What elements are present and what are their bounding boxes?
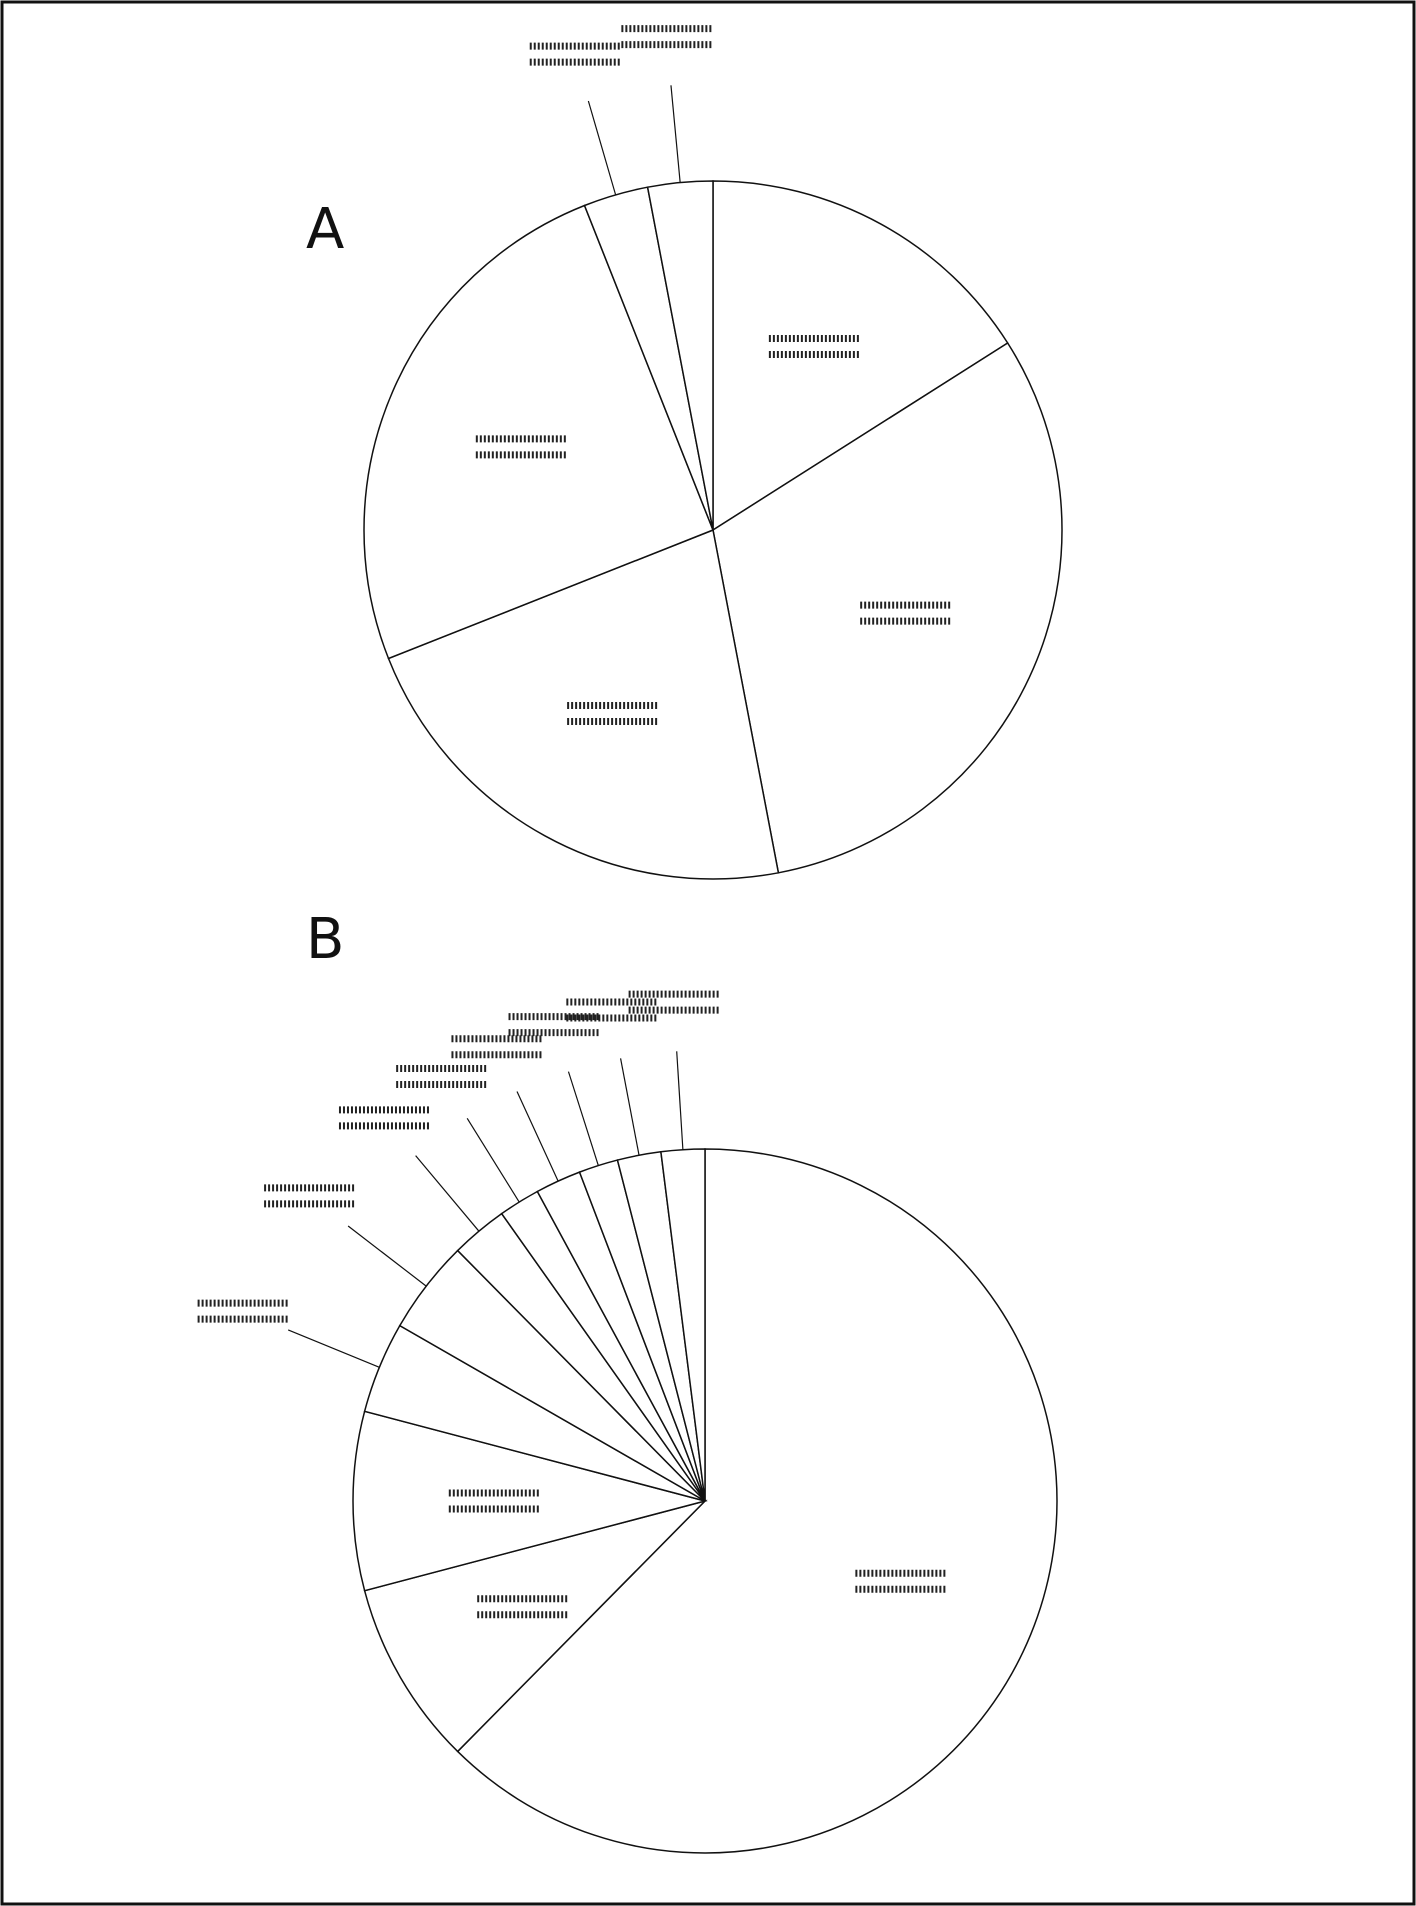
leader-line <box>676 1051 684 1150</box>
pie-slice <box>660 1148 706 1502</box>
leader-line <box>287 1329 380 1368</box>
pie-slice <box>456 1148 1058 1854</box>
leader-line <box>619 1058 640 1156</box>
pie-slice <box>712 180 1009 532</box>
leader-line <box>587 100 617 196</box>
pie-slice <box>646 180 714 531</box>
panel-label: B <box>306 907 344 972</box>
leader-line <box>347 1225 427 1287</box>
pie-slice <box>712 341 1063 874</box>
leader-line <box>466 1118 520 1203</box>
leader-line <box>670 85 681 183</box>
leader-line <box>567 1071 599 1166</box>
leader-line <box>516 1091 559 1182</box>
pie-slice <box>352 1410 708 1592</box>
pie-slice <box>363 1499 708 1753</box>
pie-slice <box>363 204 714 660</box>
panel-label: A <box>306 197 344 262</box>
leader-line <box>415 1155 480 1232</box>
